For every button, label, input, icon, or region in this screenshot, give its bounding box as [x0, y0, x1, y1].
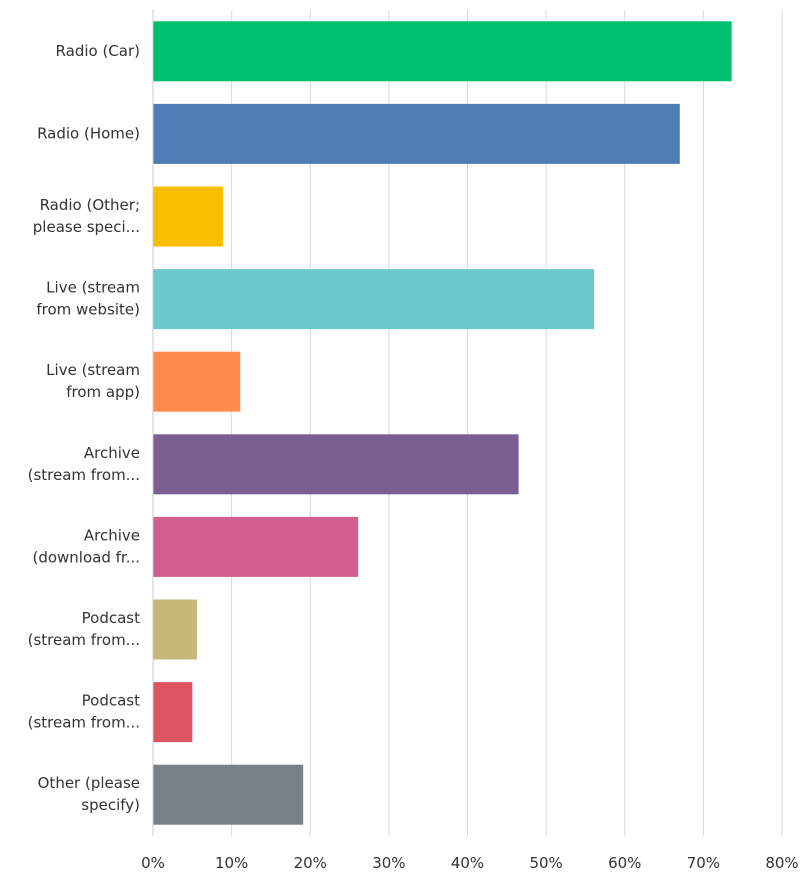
- category-label: Radio (Home): [37, 124, 140, 142]
- category-label: Other (please: [38, 774, 140, 792]
- x-tick-label: 10%: [215, 854, 248, 872]
- category-label: Live (stream: [46, 279, 140, 297]
- bar[interactable]: [153, 682, 193, 743]
- x-tick-label: 30%: [372, 854, 405, 872]
- x-tick-labels: 0% 10% 20% 30% 40% 50% 60% 70% 80%: [141, 854, 799, 872]
- category-label: Podcast: [82, 609, 140, 627]
- category-label: (download fr...: [32, 548, 140, 566]
- x-tick-label: 40%: [451, 854, 484, 872]
- x-tick-label: 60%: [608, 854, 641, 872]
- category-labels: Radio (Car) Radio (Home) Radio (Other; plea…: [28, 42, 141, 814]
- category-label: (stream from...: [28, 466, 140, 484]
- category-label: Live (stream: [46, 361, 140, 379]
- bar[interactable]: [153, 516, 359, 577]
- category-label: Archive: [84, 526, 140, 544]
- category-label: from website): [36, 301, 140, 319]
- x-tick-label: 0%: [141, 854, 165, 872]
- category-label: Podcast: [82, 692, 140, 710]
- x-tick-label: 50%: [529, 854, 562, 872]
- category-label: Archive: [84, 444, 140, 462]
- x-tick-label: 20%: [294, 854, 327, 872]
- bar[interactable]: [153, 351, 241, 412]
- bar[interactable]: [153, 599, 198, 660]
- category-label: (stream from...: [28, 714, 140, 732]
- bar[interactable]: [153, 434, 519, 495]
- bar[interactable]: [153, 186, 223, 247]
- x-tick-label: 80%: [765, 854, 798, 872]
- category-label: (stream from...: [28, 631, 140, 649]
- x-tick-label: 70%: [687, 854, 720, 872]
- bar[interactable]: [153, 764, 304, 825]
- category-label: please speci...: [33, 218, 140, 236]
- bar[interactable]: [153, 21, 732, 82]
- bar[interactable]: [153, 103, 680, 164]
- category-label: specify): [81, 796, 140, 814]
- category-label: Radio (Other;: [40, 196, 140, 214]
- category-label: Radio (Car): [56, 42, 140, 60]
- bars: [153, 21, 732, 825]
- category-label: from app): [66, 383, 140, 401]
- bar[interactable]: [153, 269, 595, 330]
